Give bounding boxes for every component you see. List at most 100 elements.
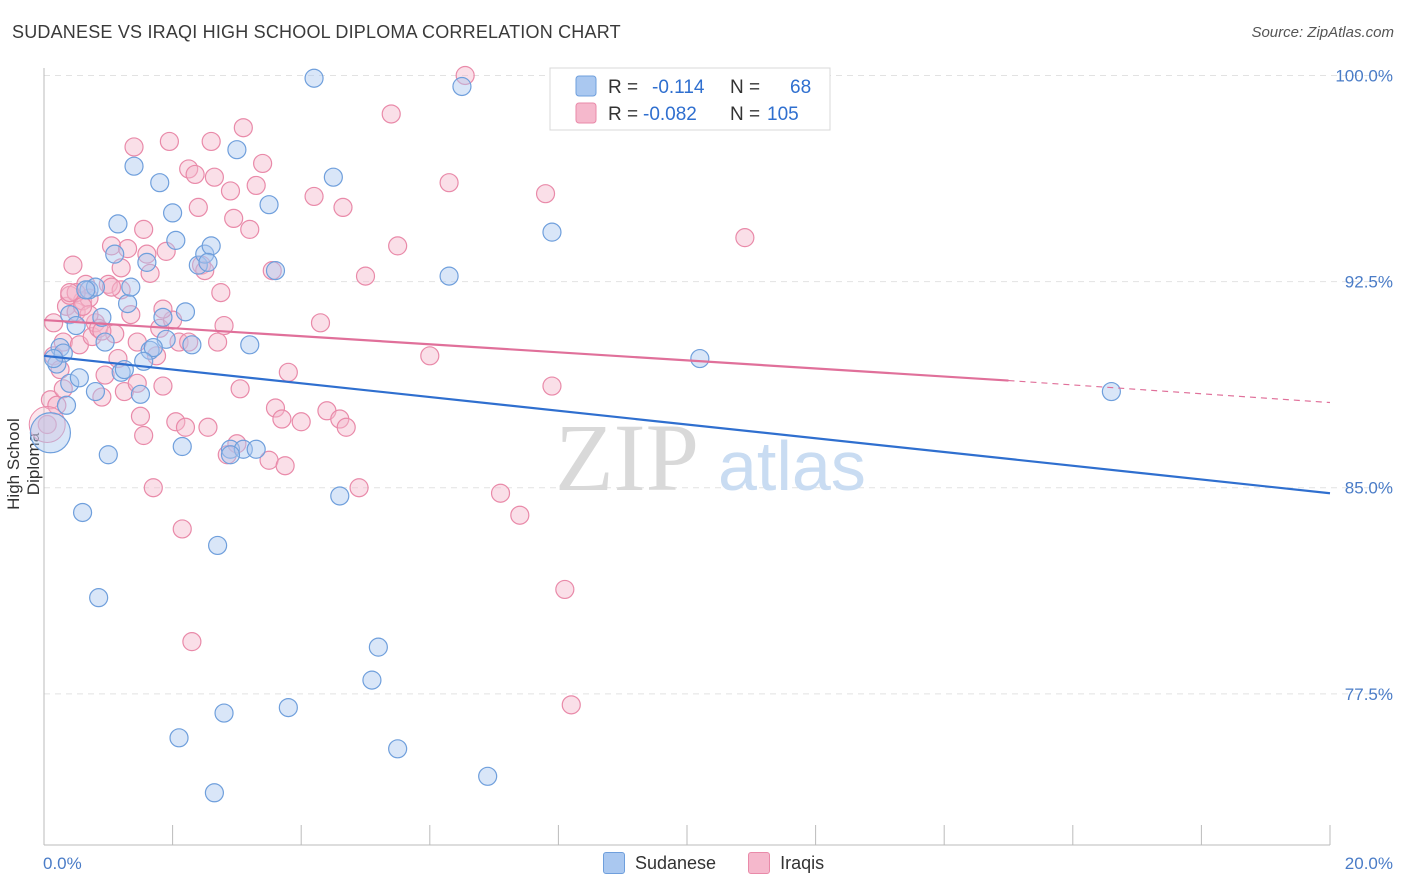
sudanese-point: [105, 244, 125, 264]
sudanese-point: [690, 348, 710, 369]
y-tick-label: 85.0%: [1345, 479, 1393, 498]
iraqi-point: [37, 414, 57, 435]
sudanese-point: [1101, 381, 1121, 402]
iraqi-point: [349, 478, 369, 498]
sudanese-point: [227, 140, 247, 160]
iraqi-point: [134, 219, 154, 239]
sudanese-point: [85, 381, 106, 402]
iraqi-point: [510, 505, 530, 525]
sudanese-point: [278, 697, 298, 718]
y-tick-labels: 77.5% 85.0% 92.5% 100.0%: [1335, 66, 1393, 703]
sudanese-point: [201, 236, 221, 256]
iraqi-point: [542, 376, 562, 396]
iraqi-point: [185, 164, 205, 185]
sudanese-point: [47, 354, 67, 374]
iraqi-point: [230, 379, 250, 399]
iraqi-point: [140, 263, 160, 283]
iraqi-point: [455, 65, 475, 86]
sudanese-point: [150, 173, 170, 193]
x-tick-max: 20.0%: [1345, 854, 1393, 873]
bottom-legend-label-iraqi: Iraqis: [780, 852, 825, 873]
sudanese-point: [163, 203, 183, 223]
sudanese-point: [29, 412, 72, 454]
sudanese-point: [172, 436, 192, 457]
iraqi-point: [208, 332, 228, 352]
iraqi-point: [735, 228, 755, 248]
iraqi-point: [233, 118, 253, 138]
sudanese-point: [265, 261, 286, 281]
axes: [43, 68, 1331, 846]
legend-swatch-sudanese: [575, 75, 597, 97]
sudanese-point: [259, 195, 279, 215]
legend-swatch-iraqi: [575, 102, 597, 124]
iraqi-point: [95, 365, 115, 385]
bottom-legend: Sudanese Iraqis: [603, 852, 846, 874]
iraqi-point: [121, 304, 141, 325]
sudanese-point: [56, 395, 77, 415]
iraqi-point: [53, 332, 73, 352]
legend-n-value-sudanese: 68: [790, 77, 811, 98]
iraqi-point: [304, 186, 324, 207]
sudanese-point: [204, 783, 224, 803]
legend-box: [549, 67, 831, 131]
bottom-legend-label-sudanese: Sudanese: [635, 852, 717, 873]
sudanese-point: [214, 703, 234, 723]
iraqi-point: [28, 406, 66, 444]
sudanese-point: [117, 293, 138, 314]
iraqi-point: [188, 197, 208, 218]
sudanese-point: [137, 252, 157, 272]
iraqi-point: [555, 579, 575, 600]
sudanese-point: [143, 337, 163, 358]
bottom-legend-iraqi[interactable]: Iraqis: [748, 852, 824, 874]
sudanese-point: [153, 307, 173, 327]
sudanese-point: [304, 68, 324, 88]
sudanese-point: [368, 637, 388, 657]
iraqi-point: [179, 332, 199, 352]
iraqi-point: [439, 173, 459, 193]
iraqi-point: [172, 519, 192, 539]
sudanese-point: [362, 670, 382, 690]
sudanese-point: [330, 486, 350, 506]
iraqi-point: [336, 417, 356, 437]
iraqi-point: [134, 425, 154, 446]
sudanese-point: [542, 222, 562, 242]
sudanese-point: [92, 307, 112, 327]
iraqi-point: [63, 255, 83, 275]
iraqi-point: [272, 409, 292, 429]
bottom-legend-swatch-sudanese: [603, 852, 625, 874]
iraqi-point: [246, 175, 266, 196]
iraqi-point: [561, 695, 581, 715]
bottom-legend-sudanese[interactable]: Sudanese: [603, 852, 716, 874]
sudanese-point: [121, 277, 141, 297]
x-tick-min: 0.0%: [43, 854, 82, 873]
iraqi-point: [124, 137, 144, 157]
sudanese-point: [60, 373, 80, 393]
sudanese-point: [60, 304, 80, 325]
iraqi-point: [137, 244, 157, 264]
watermark-atlas: atlas: [718, 427, 866, 505]
iraqi-point: [101, 277, 122, 297]
legend-n-label-iraqi: N =: [730, 104, 760, 125]
sudanese-point: [72, 502, 93, 523]
legend-r-label-sudanese: R =: [608, 77, 638, 98]
iraqi-point: [159, 131, 179, 152]
iraqi-point: [143, 478, 163, 498]
source-label: Source: ZipAtlas.com: [1251, 24, 1394, 41]
y-tick-label: 77.5%: [1345, 685, 1393, 704]
iraqi-point: [153, 299, 173, 319]
sudanese-point: [439, 266, 459, 286]
iraqi-trend-line: [43, 318, 1009, 382]
y-tick-label: 92.5%: [1345, 273, 1393, 292]
iraqi-point: [388, 236, 408, 256]
iraqi-point: [44, 313, 64, 333]
sudanese-point: [95, 332, 115, 352]
iraqi-point: [253, 153, 273, 174]
legend: R = -0.114 N = 68 R = -0.082 N = 105: [549, 67, 831, 131]
iraqi-point: [333, 197, 353, 218]
sudanese-point: [108, 214, 128, 234]
sudanese-point: [166, 230, 186, 250]
iraqi-point: [265, 398, 286, 418]
legend-r-value-sudanese: -0.114: [652, 77, 705, 98]
legend-r-label-iraqi: R =: [608, 104, 638, 125]
iraqi-point: [60, 283, 80, 303]
